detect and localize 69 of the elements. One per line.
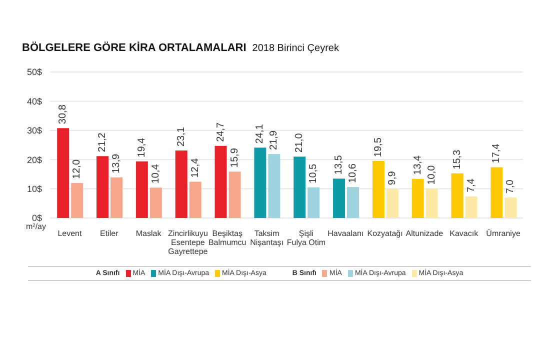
bar	[451, 173, 464, 218]
y-tick-label: 0$	[32, 213, 42, 224]
data-label: 10,4	[150, 164, 162, 184]
data-label: 17,4	[491, 143, 502, 164]
bar	[136, 161, 148, 218]
bar	[214, 146, 227, 218]
data-label: 13,9	[111, 154, 122, 174]
data-label: 24,7	[215, 122, 226, 142]
data-label: 13,5	[334, 154, 345, 175]
chart-subtitle: 2018 Birinci Çeyrek	[252, 43, 339, 54]
x-tick-label: Etiler	[100, 229, 119, 238]
bar	[412, 178, 424, 218]
x-tick-label: Taksim Nişantaşı	[250, 229, 284, 247]
bar	[189, 182, 202, 218]
chart-title: BÖLGELERE GÖRE KİRA ORTALAMALARI	[22, 42, 246, 54]
data-label: 19,4	[136, 137, 148, 158]
x-tick-label: Altunizade	[406, 229, 444, 238]
y-tick-label: 20$	[26, 154, 42, 165]
data-label: 15,3	[452, 149, 463, 170]
bar	[465, 196, 478, 218]
bar	[150, 188, 162, 218]
bar	[386, 189, 398, 218]
x-tick-label: Kozyatağı	[367, 229, 403, 238]
x-tick-label: Ümraniye	[486, 229, 521, 238]
x-tick-label: Kavacık	[450, 229, 480, 238]
x-tick-label: Zincirlikuyu Esentepe Gayrettepe	[168, 229, 208, 256]
y-tick-label: 10$	[26, 184, 42, 194]
bar	[504, 198, 517, 218]
data-label: 7,0	[505, 179, 516, 194]
x-tick-label: Beşiktaş Balmumcu	[208, 229, 246, 247]
bar	[294, 156, 306, 218]
bar	[426, 188, 438, 218]
data-label: 9,9	[386, 170, 398, 186]
y-tick-label: 30$	[26, 126, 42, 136]
data-label: 10,0	[426, 164, 438, 185]
bar	[254, 148, 266, 218]
data-label: 21,0	[294, 132, 306, 153]
bar	[110, 177, 123, 218]
bar	[57, 128, 70, 218]
x-tick-label: Havaalanı	[328, 229, 364, 238]
bar	[308, 187, 320, 218]
bar	[268, 154, 280, 218]
bar	[333, 178, 346, 218]
data-label: 7,4	[466, 178, 477, 192]
x-tick-label: Şişli Fulya Otim	[286, 229, 326, 247]
bar	[175, 150, 188, 218]
x-tick-label: Maslak	[136, 229, 162, 238]
data-label: 13,4	[412, 154, 424, 175]
y-axis-title: m²/ay	[26, 222, 46, 231]
bar	[347, 187, 360, 218]
bar	[372, 161, 384, 218]
data-label: 10,6	[348, 163, 359, 184]
data-label: 30,8	[58, 104, 69, 124]
bar	[490, 167, 503, 218]
x-tick-label: Levent	[58, 229, 82, 238]
data-label: 15,9	[229, 148, 240, 168]
bar	[228, 172, 241, 218]
data-label: 21,9	[268, 130, 280, 150]
y-tick-label: 50$	[26, 67, 42, 78]
bar	[71, 182, 84, 218]
data-label: 12,4	[190, 158, 201, 178]
data-label: 24,1	[254, 124, 266, 144]
data-label: 21,2	[97, 132, 108, 152]
data-label: 12,0	[72, 159, 83, 179]
data-label: 10,5	[308, 163, 320, 184]
y-tick-label: 40$	[26, 96, 42, 106]
data-label: 19,5	[372, 137, 384, 158]
data-label: 23,1	[176, 126, 187, 147]
bar	[96, 156, 109, 218]
